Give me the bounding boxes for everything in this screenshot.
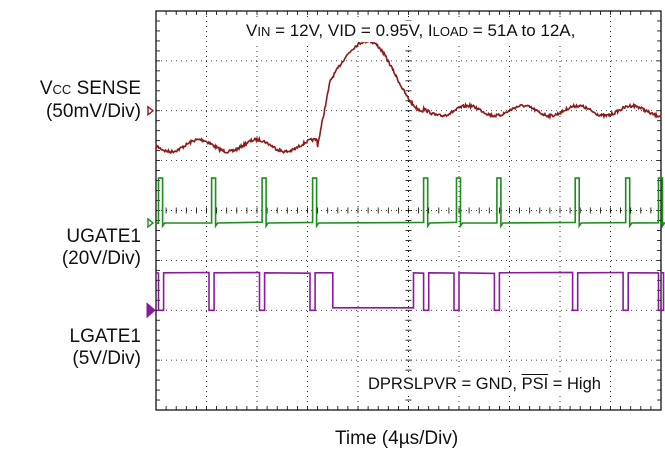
mode-footnote: DPRSLPVR = GND, PSI = High	[368, 374, 601, 394]
lgate1-trace	[155, 271, 665, 312]
ugate1-label: UGATE1	[66, 226, 141, 247]
lgate1-ground-marker	[146, 302, 156, 319]
footnote-prefix: DPRSLPVR = GND,	[368, 375, 522, 393]
lgate1-label: LGATE1	[69, 326, 141, 347]
footnote-suffix: = High	[548, 375, 601, 393]
vcc-scale: (50mV/Div)	[45, 101, 141, 122]
iload-value: = 51A to 12A,	[472, 21, 576, 40]
footnote-overlined: PSI	[521, 375, 549, 393]
ugate1-channel-label: UGATE1 (20V/Div)	[62, 226, 141, 270]
vin-symbol: V	[246, 21, 258, 40]
iload-symbol: I	[427, 21, 433, 40]
vcc-channel-label: VCC SENSE (50mV/Div)	[40, 78, 141, 123]
vin-subscript: IN	[257, 24, 271, 39]
test-conditions: VIN = 12V, VID = 0.95V, ILOAD = 51A to 1…	[246, 21, 576, 42]
lgate1-scale: (5V/Div)	[72, 348, 141, 369]
vcc-sense-trace	[155, 37, 662, 155]
ugate1-scale: (20V/Div)	[61, 248, 141, 269]
iload-subscript: LOAD	[432, 24, 469, 39]
vcc-ground-marker	[147, 105, 155, 117]
vcc-label-subscript: CC	[52, 82, 72, 97]
vin-value: = 12V,	[275, 21, 324, 40]
vid-value: VID = 0.95V,	[327, 21, 424, 40]
vcc-label-symbol: V	[39, 78, 53, 99]
x-axis-title: Time (4µs/Div)	[335, 428, 459, 449]
lgate1-channel-label: LGATE1 (5V/Div)	[70, 326, 141, 370]
vcc-label-rest: SENSE	[71, 78, 141, 99]
ugate1-ground-marker	[147, 217, 155, 229]
ugate1-trace	[155, 177, 665, 229]
